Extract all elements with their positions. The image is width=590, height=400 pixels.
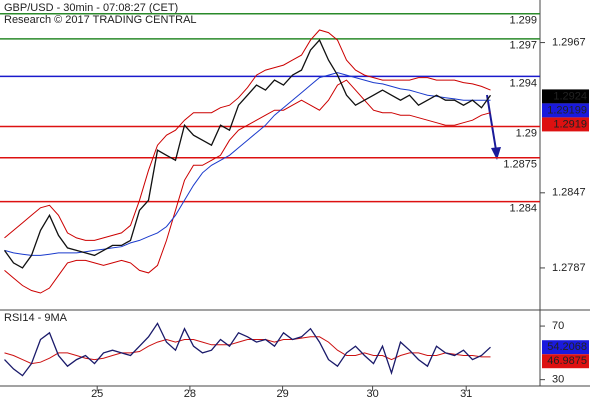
level-label: 1.299 bbox=[509, 15, 537, 27]
series-line bbox=[4, 29, 491, 241]
level-label: 1.29 bbox=[516, 127, 537, 139]
chart-title: GBP/USD - 30min - 07:08:27 (CET) bbox=[4, 2, 178, 14]
price-tag bbox=[542, 89, 589, 104]
series-line bbox=[4, 336, 491, 365]
price-tag bbox=[542, 354, 589, 369]
level-label: 1.284 bbox=[509, 202, 537, 214]
panel-title: RSI14 - 9MA bbox=[4, 312, 68, 324]
level-label: 1.294 bbox=[509, 77, 537, 89]
y-tick-label: 1.2847 bbox=[552, 187, 586, 199]
x-tick-label: 31 bbox=[460, 388, 472, 400]
price-tag-label: 46.9875 bbox=[547, 355, 587, 367]
x-tick-label: 30 bbox=[366, 388, 378, 400]
price-tag-label: 1.2924 bbox=[553, 90, 587, 102]
series-line bbox=[3, 38, 492, 269]
y-tick-label: 1.2967 bbox=[552, 36, 586, 48]
price-tag bbox=[542, 340, 589, 355]
x-tick-label: 28 bbox=[184, 388, 196, 400]
price-tag-label: 1.2919 bbox=[553, 118, 587, 130]
arrow-head bbox=[491, 147, 501, 160]
x-tick-label: 25 bbox=[91, 388, 103, 400]
chart-subtitle: Research © 2017 TRADING CENTRAL bbox=[4, 14, 197, 26]
level-label: 1.2875 bbox=[503, 159, 537, 171]
y-tick-label: 70 bbox=[552, 320, 564, 332]
price-tag bbox=[542, 117, 589, 132]
price-tag bbox=[542, 103, 589, 118]
x-tick-label: 29 bbox=[276, 388, 288, 400]
series-line bbox=[4, 322, 491, 377]
series-line bbox=[4, 79, 491, 294]
price-tag-label: 54.2068 bbox=[547, 341, 587, 353]
y-tick-label: 30 bbox=[552, 374, 564, 386]
arrow bbox=[486, 94, 497, 151]
level-label: 1.297 bbox=[509, 40, 537, 52]
series-line bbox=[4, 72, 491, 256]
y-tick-label: 1.2787 bbox=[552, 262, 586, 274]
price-tag-label: 1.29199 bbox=[547, 104, 587, 116]
